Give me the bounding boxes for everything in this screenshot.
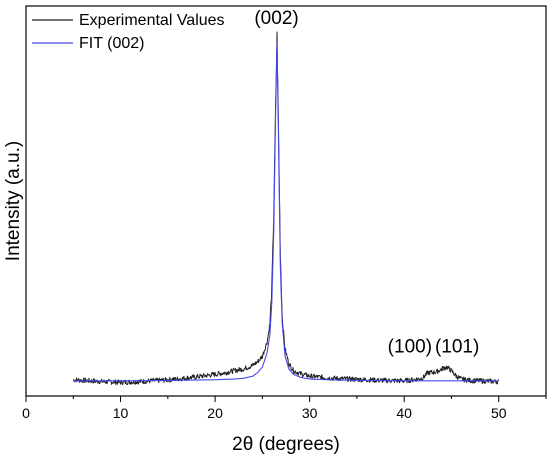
- x-tick-label: 10: [113, 405, 129, 421]
- series-line-experimental: [72, 31, 500, 386]
- x-tick-label: 40: [396, 405, 412, 421]
- peak-annotations: (002) (100) (101): [254, 8, 479, 358]
- plot-frame: [25, 5, 547, 397]
- x-tick-label: 0: [22, 405, 30, 421]
- x-tick-label: 20: [207, 405, 223, 421]
- peak-label: (002): [254, 8, 298, 29]
- series-line-fit: [73, 41, 499, 382]
- x-tick-label: 30: [302, 405, 318, 421]
- y-axis-title: Intensity (a.u.): [3, 141, 24, 261]
- x-ticks: [25, 396, 547, 402]
- x-axis-title: 2θ (degrees): [232, 434, 340, 455]
- peak-label: (100): [388, 337, 432, 358]
- x-tick-labels: 0 10 20 30 40 50: [22, 405, 507, 421]
- peak-label: (101): [435, 337, 479, 358]
- x-tick-label: 50: [491, 405, 507, 421]
- legend-label-experimental: Experimental Values: [79, 12, 225, 29]
- legend-label-fit: FIT (002): [79, 35, 145, 52]
- series-layer: [72, 31, 500, 386]
- legend: Experimental Values FIT (002): [32, 12, 225, 52]
